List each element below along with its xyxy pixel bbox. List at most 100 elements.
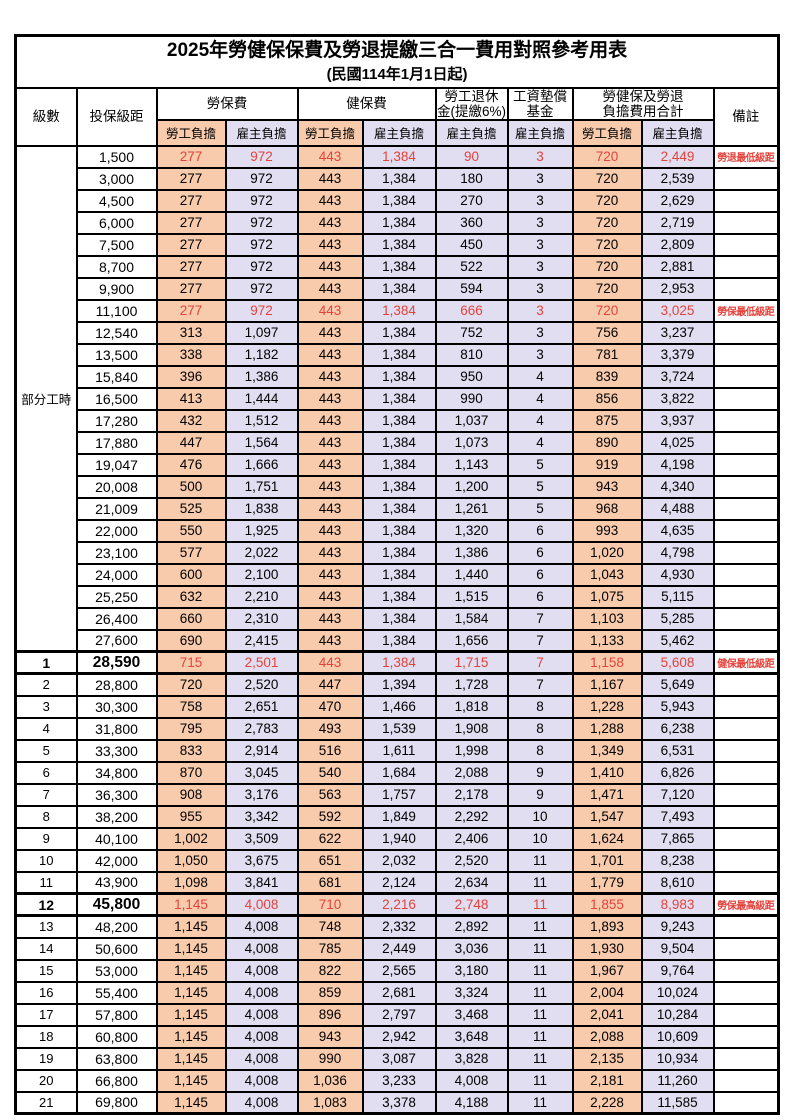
total-employee-cell: 875 <box>571 408 643 433</box>
header-health-insurance: 健保費 <box>296 86 437 121</box>
wage-fund-cell: 3 <box>506 232 574 257</box>
remark-cell <box>712 1046 780 1071</box>
total-employer-cell: 3,724 <box>640 364 715 389</box>
wage-fund-cell: 7 <box>506 650 574 675</box>
wage-fund-cell: 11 <box>506 892 574 917</box>
remark-cell <box>712 804 780 829</box>
bracket-cell: 20,008 <box>75 474 158 499</box>
labor-employer-cell: 972 <box>224 276 299 301</box>
total-employee-cell: 856 <box>571 386 643 411</box>
level-cell: 12 <box>14 892 78 917</box>
wage-fund-cell: 8 <box>506 716 574 741</box>
total-employee-cell: 1,855 <box>571 892 643 917</box>
wage-fund-cell: 4 <box>506 364 574 389</box>
health-employer-cell: 1,384 <box>361 342 437 367</box>
labor-employee-cell: 1,145 <box>155 958 227 983</box>
total-employee-cell: 1,471 <box>571 782 643 807</box>
health-employer-cell: 1,611 <box>361 738 437 763</box>
health-employer-cell: 1,757 <box>361 782 437 807</box>
health-employee-cell: 822 <box>296 958 364 983</box>
health-employee-cell: 443 <box>296 298 364 323</box>
remark-cell <box>712 430 780 455</box>
header-wage-fund-line2: 基金 <box>526 103 554 119</box>
remark-cell <box>712 694 780 719</box>
labor-employer-cell: 2,100 <box>224 562 299 587</box>
pension-cell: 4,008 <box>434 1068 509 1093</box>
wage-fund-cell: 5 <box>506 474 574 499</box>
bracket-cell: 50,600 <box>75 936 158 961</box>
total-employee-cell: 1,075 <box>571 584 643 609</box>
remark-cell <box>712 474 780 499</box>
health-employee-cell: 896 <box>296 1002 364 1027</box>
health-employer-cell: 1,384 <box>361 386 437 411</box>
pension-cell: 2,892 <box>434 914 509 939</box>
total-employer-cell: 2,629 <box>640 188 715 213</box>
remark-cell <box>712 210 780 235</box>
total-employer-cell: 3,237 <box>640 320 715 345</box>
pension-cell: 3,828 <box>434 1046 509 1071</box>
wage-fund-cell: 10 <box>506 826 574 851</box>
health-employee-cell: 710 <box>296 892 364 917</box>
remark-cell: 勞退最低級距 <box>712 144 780 169</box>
table-row: 19 63,800 1,145 4,008 990 3,087 3,828 11 2,135 10… <box>14 1046 780 1071</box>
remark-cell <box>712 760 780 785</box>
table-row: 11 43,900 1,098 3,841 681 2,124 2,634 11 1,779 8,… <box>14 870 780 895</box>
pension-cell: 360 <box>434 210 509 235</box>
wage-fund-cell: 3 <box>506 254 574 279</box>
labor-employer-cell: 972 <box>224 144 299 169</box>
pension-cell: 990 <box>434 386 509 411</box>
labor-employee-cell: 1,145 <box>155 1024 227 1049</box>
table-row: 27,600 690 2,415 443 1,384 1,656 7 1,133 5,462 <box>16 628 780 653</box>
total-employer-cell: 6,238 <box>640 716 715 741</box>
labor-employer-cell: 4,008 <box>224 980 299 1005</box>
total-employee-cell: 1,410 <box>571 760 643 785</box>
health-employer-cell: 2,942 <box>361 1024 437 1049</box>
total-employee-cell: 1,930 <box>571 936 643 961</box>
bracket-cell: 66,800 <box>75 1068 158 1093</box>
total-employer-cell: 4,198 <box>640 452 715 477</box>
total-employee-cell: 1,158 <box>571 650 643 675</box>
total-employee-cell: 720 <box>571 144 643 169</box>
labor-employee-cell: 413 <box>155 386 227 411</box>
level-cell: 8 <box>14 804 78 829</box>
bracket-cell: 69,800 <box>75 1090 158 1115</box>
header-labor-insurance: 勞保費 <box>155 86 299 121</box>
bracket-cell: 60,800 <box>75 1024 158 1049</box>
health-employer-cell: 3,378 <box>361 1090 437 1115</box>
bracket-cell: 17,280 <box>75 408 158 433</box>
remark-cell: 勞保最低級距 <box>712 298 780 323</box>
bracket-cell: 53,000 <box>75 958 158 983</box>
health-employee-cell: 443 <box>296 144 364 169</box>
total-employer-cell: 4,025 <box>640 430 715 455</box>
health-employer-cell: 1,940 <box>361 826 437 851</box>
labor-employer-cell: 1,666 <box>224 452 299 477</box>
total-employee-cell: 720 <box>571 232 643 257</box>
total-employee-cell: 1,624 <box>571 826 643 851</box>
total-employer-cell: 8,238 <box>640 848 715 873</box>
remark-cell <box>712 496 780 521</box>
labor-employee-cell: 690 <box>155 628 227 653</box>
pension-cell: 1,320 <box>434 518 509 543</box>
level-cell: 3 <box>14 694 78 719</box>
table-row: 20,008 500 1,751 443 1,384 1,200 5 943 4,340 <box>16 474 780 499</box>
labor-employer-cell: 3,675 <box>224 848 299 873</box>
table-row: 6,000 277 972 443 1,384 360 3 720 2,719 <box>16 210 780 235</box>
labor-employee-cell: 600 <box>155 562 227 587</box>
level-cell: 11 <box>14 870 78 895</box>
table-row: 26,400 660 2,310 443 1,384 1,584 7 1,103 5,285 <box>16 606 780 631</box>
table-row: 8 38,200 955 3,342 592 1,849 2,292 10 1,547 7,493 <box>14 804 780 829</box>
health-employer-cell: 1,384 <box>361 408 437 433</box>
table-row: 4,500 277 972 443 1,384 270 3 720 2,629 <box>16 188 780 213</box>
labor-employee-cell: 1,145 <box>155 936 227 961</box>
labor-employer-cell: 1,512 <box>224 408 299 433</box>
remark-cell <box>712 606 780 631</box>
labor-employer-cell: 972 <box>224 232 299 257</box>
pension-cell: 1,584 <box>434 606 509 631</box>
table-row: 1 28,590 715 2,501 443 1,384 1,715 7 1,158 5,608 健… <box>14 650 780 675</box>
pension-cell: 522 <box>434 254 509 279</box>
labor-employer-cell: 972 <box>224 298 299 323</box>
header-level: 級數 <box>14 86 78 147</box>
labor-employee-cell: 277 <box>155 166 227 191</box>
labor-employer-cell: 2,914 <box>224 738 299 763</box>
level-cell: 18 <box>14 1024 78 1049</box>
